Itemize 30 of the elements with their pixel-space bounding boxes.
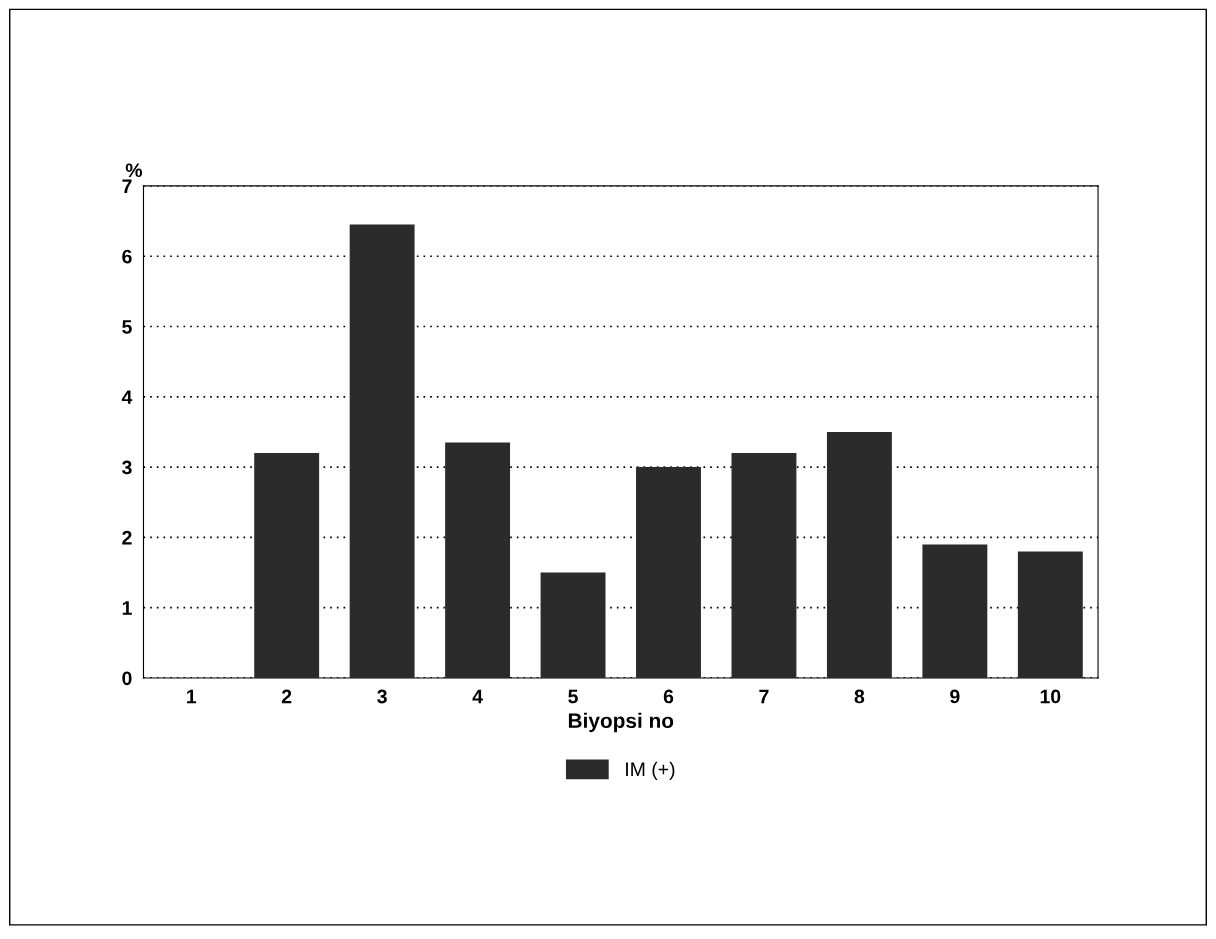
- bar: [922, 544, 988, 678]
- y-tick-label: 5: [122, 320, 132, 334]
- x-tick-label: 3: [377, 689, 387, 704]
- bar: [1017, 551, 1083, 678]
- bar: [445, 442, 511, 678]
- x-tick-label: 2: [281, 689, 292, 704]
- x-tick-label: 10: [1040, 689, 1061, 704]
- y-tick-label: 3: [122, 460, 132, 475]
- bar: [349, 224, 415, 678]
- bar: [540, 572, 606, 678]
- y-tick-label: 4: [121, 390, 133, 404]
- x-axis-title: Biyopsi no: [568, 712, 674, 733]
- x-tick-label: 4: [472, 689, 483, 704]
- bar: [254, 453, 320, 678]
- x-tick-label: 5: [568, 689, 578, 704]
- y-tick-label: 2: [122, 530, 132, 545]
- y-tick-label: 1: [122, 601, 132, 615]
- x-tick-label: 8: [854, 689, 865, 704]
- legend-label: IM (+): [626, 761, 675, 780]
- x-tick-label: 6: [663, 689, 674, 704]
- bar: [826, 431, 892, 678]
- y-tick-label: 6: [122, 249, 132, 264]
- bar: [731, 453, 797, 678]
- y-tick-label: 0: [122, 671, 132, 686]
- x-tick-label: 1: [187, 689, 197, 704]
- x-tick-label: 7: [759, 689, 769, 704]
- y-axis-title: %: [125, 163, 143, 178]
- y-tick-label: 7: [122, 179, 132, 193]
- x-tick-label: 9: [950, 689, 960, 704]
- bar: [636, 467, 701, 678]
